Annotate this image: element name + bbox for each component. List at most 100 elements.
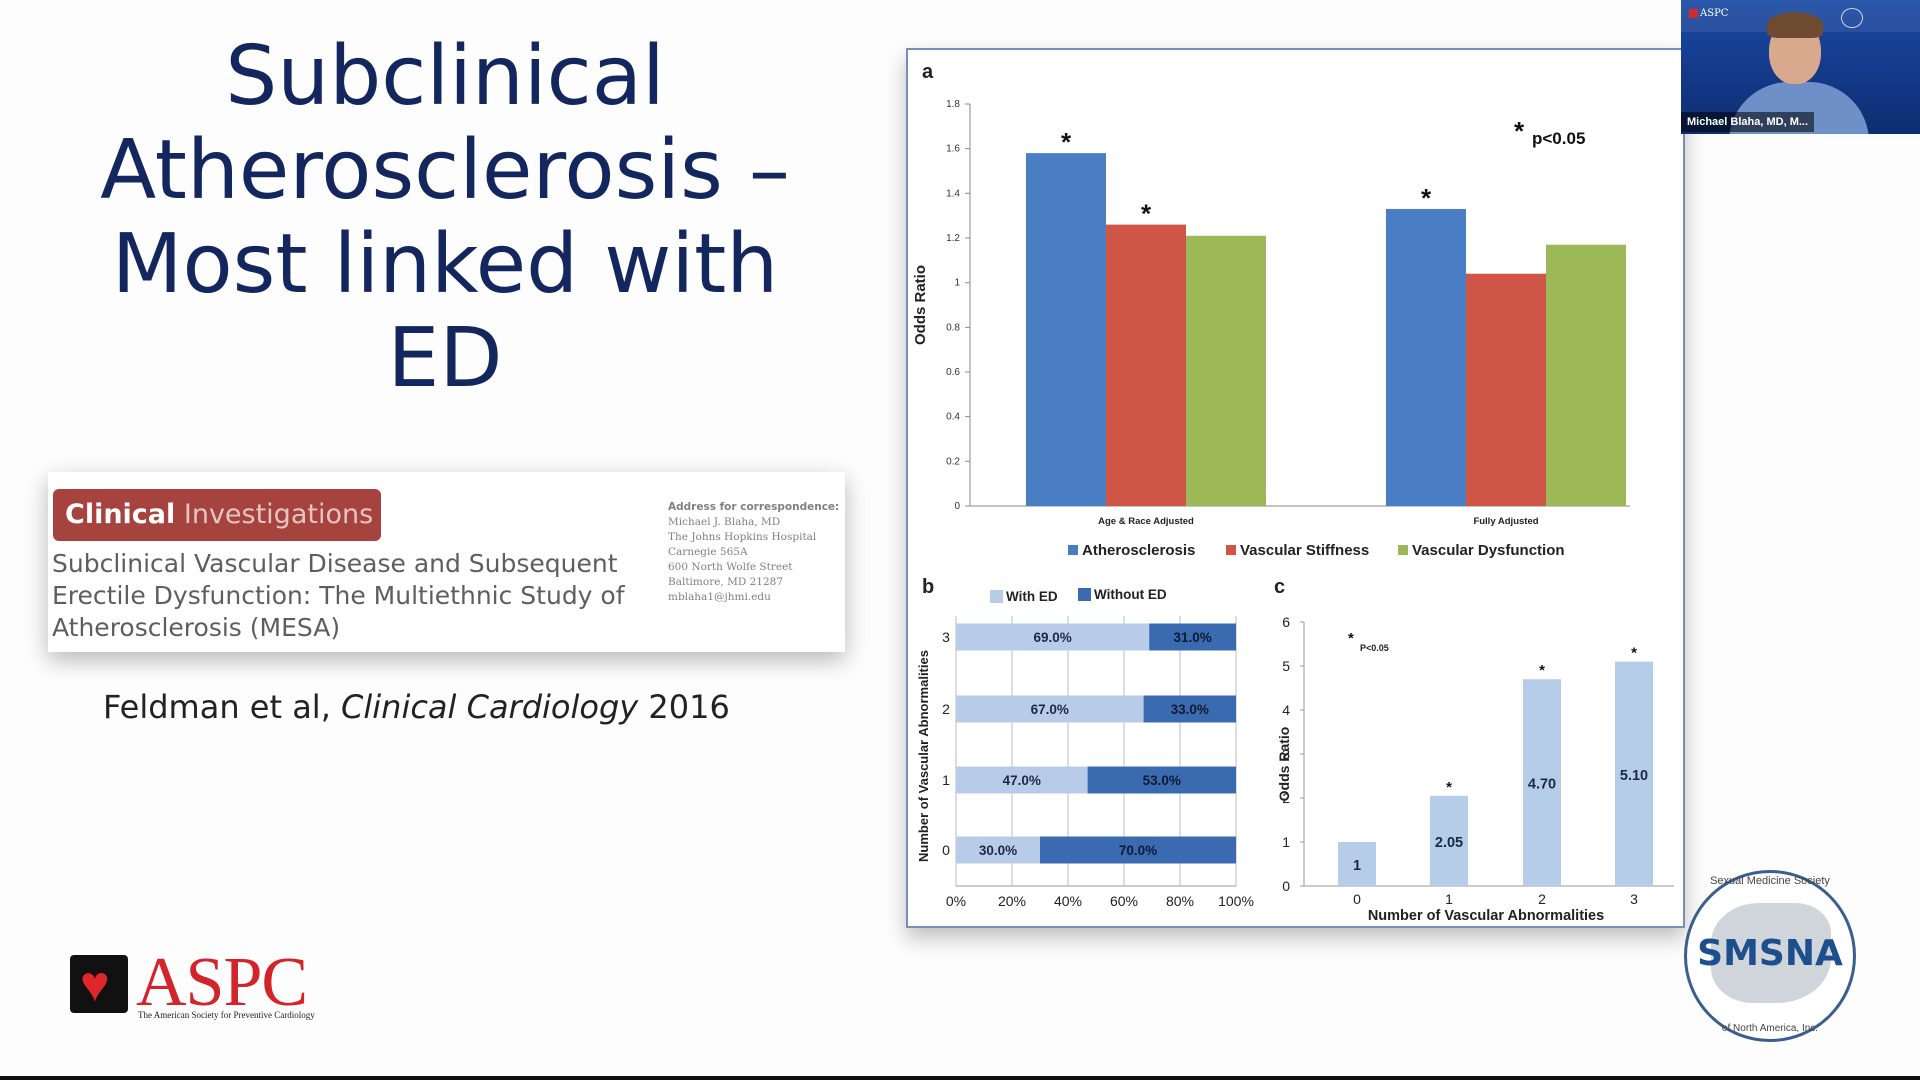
panel-c-bar-label: 2.05 xyxy=(1435,835,1463,851)
panel-a-bar xyxy=(1386,208,1466,506)
panel-a-bar xyxy=(1546,244,1626,506)
panel-a-legend-label: Vascular Stiffness xyxy=(1240,542,1369,559)
panel-c-bar xyxy=(1338,842,1376,886)
panel-b-bar-label: 47.0% xyxy=(1003,773,1041,788)
panel-a-legend-label: Atherosclerosis xyxy=(1082,542,1195,559)
panel-a-y-tick: 1.2 xyxy=(946,233,960,244)
panel-b-bar-label: 31.0% xyxy=(1173,630,1211,645)
address-line: Baltimore, MD 21287 xyxy=(668,576,784,588)
panel-a-annotation-mark: * xyxy=(1514,116,1525,146)
correspondence-address: Address for correspondence: Michael J. B… xyxy=(668,500,839,605)
aspc-wordmark: ASPC xyxy=(136,944,308,1021)
smsna-logo: Sexual Medicine Society SMSNA of North A… xyxy=(1684,870,1856,1042)
panel-c-x-tick: 1 xyxy=(1445,891,1453,907)
panel-c-y-tick: 3 xyxy=(1282,746,1290,762)
address-line: The Johns Hopkins Hospital xyxy=(668,531,817,543)
heart-icon: ♥ xyxy=(70,955,128,1013)
panel-c-bar-label: 1 xyxy=(1353,858,1361,874)
panel-c-y-tick: 2 xyxy=(1282,790,1290,806)
speaker-hair xyxy=(1767,12,1823,38)
panel-b-x-tick: 80% xyxy=(1166,893,1194,909)
title-line: Most linked with xyxy=(111,217,779,312)
smsna-wordmark: SMSNA xyxy=(1697,933,1843,974)
panel-a-bar xyxy=(1026,153,1106,506)
bottom-bar xyxy=(0,1076,1920,1080)
panel-b-y-tick: 1 xyxy=(942,772,950,788)
badge-rest: Investigations xyxy=(175,499,374,530)
panel-b-legend-swatch xyxy=(1078,588,1091,601)
panel-b-bar-label: 30.0% xyxy=(979,843,1017,858)
panel-c-label: c xyxy=(1274,576,1285,598)
panel-b-bar-label: 70.0% xyxy=(1119,843,1157,858)
citation: Feldman et al, Clinical Cardiology 2016 xyxy=(103,688,730,726)
citation-journal: Clinical Cardiology xyxy=(341,688,639,726)
panel-a-y-tick: 0.8 xyxy=(946,322,960,333)
panel-a-y-tick: 1.8 xyxy=(946,99,960,110)
panel-b-bar-label: 33.0% xyxy=(1171,702,1209,717)
panel-b-y-tick: 0 xyxy=(942,842,950,858)
badge-bold: Clinical xyxy=(65,499,176,530)
panel-c-sig-mark: * xyxy=(1631,645,1637,662)
title-line: Subclinical xyxy=(225,29,665,124)
figure-svg: a 0 0.2 0.4 0.6 0.8 1 1.2 1.4 1.6 1.8 Odds Ratio * * A… xyxy=(912,61,1674,924)
speaker-name: Michael Blaha, MD, M... xyxy=(1681,112,1815,132)
panel-a-y-tick: 0.6 xyxy=(946,367,960,378)
panel-a-legend-swatch xyxy=(1226,545,1236,555)
panel-b-x-tick: 100% xyxy=(1218,893,1254,909)
panel-c-bar-label: 4.70 xyxy=(1528,777,1556,793)
webcam-corner-logo: ASPC xyxy=(1689,8,1728,19)
panel-b-y-tick: 3 xyxy=(942,629,950,645)
panel-a-x-tick: Fully Adjusted xyxy=(1473,516,1538,527)
panel-b-bar-with-ed xyxy=(956,836,1040,864)
aspc-subtitle: The American Society for Preventive Card… xyxy=(138,1010,315,1020)
panel-b-label: b xyxy=(922,576,934,598)
panel-c-y-tick: 5 xyxy=(1282,658,1290,674)
panel-a-bar xyxy=(1466,273,1546,506)
panel-c-y-tick: 0 xyxy=(1282,878,1290,894)
panel-c-sig-mark: * xyxy=(1539,662,1545,679)
panel-a-legend-swatch xyxy=(1068,545,1078,555)
panel-a-y-tick: 1.4 xyxy=(946,188,960,199)
panel-b-bar-label: 67.0% xyxy=(1031,702,1069,717)
panel-c-x-tick: 3 xyxy=(1630,891,1638,907)
panel-b-legend-swatch xyxy=(990,590,1003,603)
panel-a-y-tick: 0.2 xyxy=(946,456,960,467)
panel-b-bar-with-ed xyxy=(956,695,1144,723)
figure-panel: a 0 0.2 0.4 0.6 0.8 1 1.2 1.4 1.6 1.8 Odds Ratio * * A… xyxy=(906,48,1685,928)
panel-c-x-tick: 0 xyxy=(1353,891,1361,907)
citation-year: 2016 xyxy=(638,688,730,726)
address-line: 600 North Wolfe Street xyxy=(668,561,793,573)
panel-b-x-tick: 60% xyxy=(1110,893,1138,909)
panel-a-legend-swatch xyxy=(1398,545,1408,555)
webcam-tile[interactable]: ASPC Michael Blaha, MD, M... xyxy=(1681,0,1920,134)
panel-a-label: a xyxy=(922,61,934,83)
panel-a-y-tick: 0.4 xyxy=(946,412,960,423)
panel-c-bar xyxy=(1615,661,1653,886)
panel-c-annotation: P<0.05 xyxy=(1360,643,1389,653)
citation-authors: Feldman et al, xyxy=(103,688,342,726)
panel-a-y-tick: 0 xyxy=(954,501,960,512)
panel-b-x-tick: 20% xyxy=(998,893,1026,909)
panel-b-legend-label: Without ED xyxy=(1094,587,1167,602)
panel-b-bar-without-ed xyxy=(1087,766,1236,794)
panel-b-legend-label: With ED xyxy=(1006,589,1058,604)
panel-b-bar-without-ed xyxy=(1040,836,1236,864)
panel-b-bar-without-ed xyxy=(1149,623,1236,651)
panel-a-sig-mark: * xyxy=(1421,183,1432,213)
north-america-map-icon xyxy=(1711,903,1831,1003)
webcam-seal-icon xyxy=(1841,8,1863,28)
panel-a-bar xyxy=(1106,224,1186,506)
panel-a-y-tick: 1.6 xyxy=(946,144,960,155)
address-line: Carnegie 565A xyxy=(668,546,748,558)
slide-title: Subclinical Atherosclerosis – Most linke… xyxy=(60,30,830,406)
panel-c-annotation-mark: * xyxy=(1348,630,1354,647)
panel-a-y-label: Odds Ratio xyxy=(912,265,929,345)
smsna-ring-top: Sexual Medicine Society xyxy=(1710,875,1830,887)
smsna-ring-bottom: of North America, Inc. xyxy=(1721,1023,1819,1034)
address-line: Michael J. Blaha, MD xyxy=(668,516,781,528)
title-line: Atherosclerosis – xyxy=(100,123,790,218)
panel-b-bar-with-ed xyxy=(956,623,1150,651)
panel-a-annotation: p<0.05 xyxy=(1532,129,1585,148)
panel-b-bar-with-ed xyxy=(956,766,1088,794)
panel-c-y-tick: 6 xyxy=(1282,614,1290,630)
